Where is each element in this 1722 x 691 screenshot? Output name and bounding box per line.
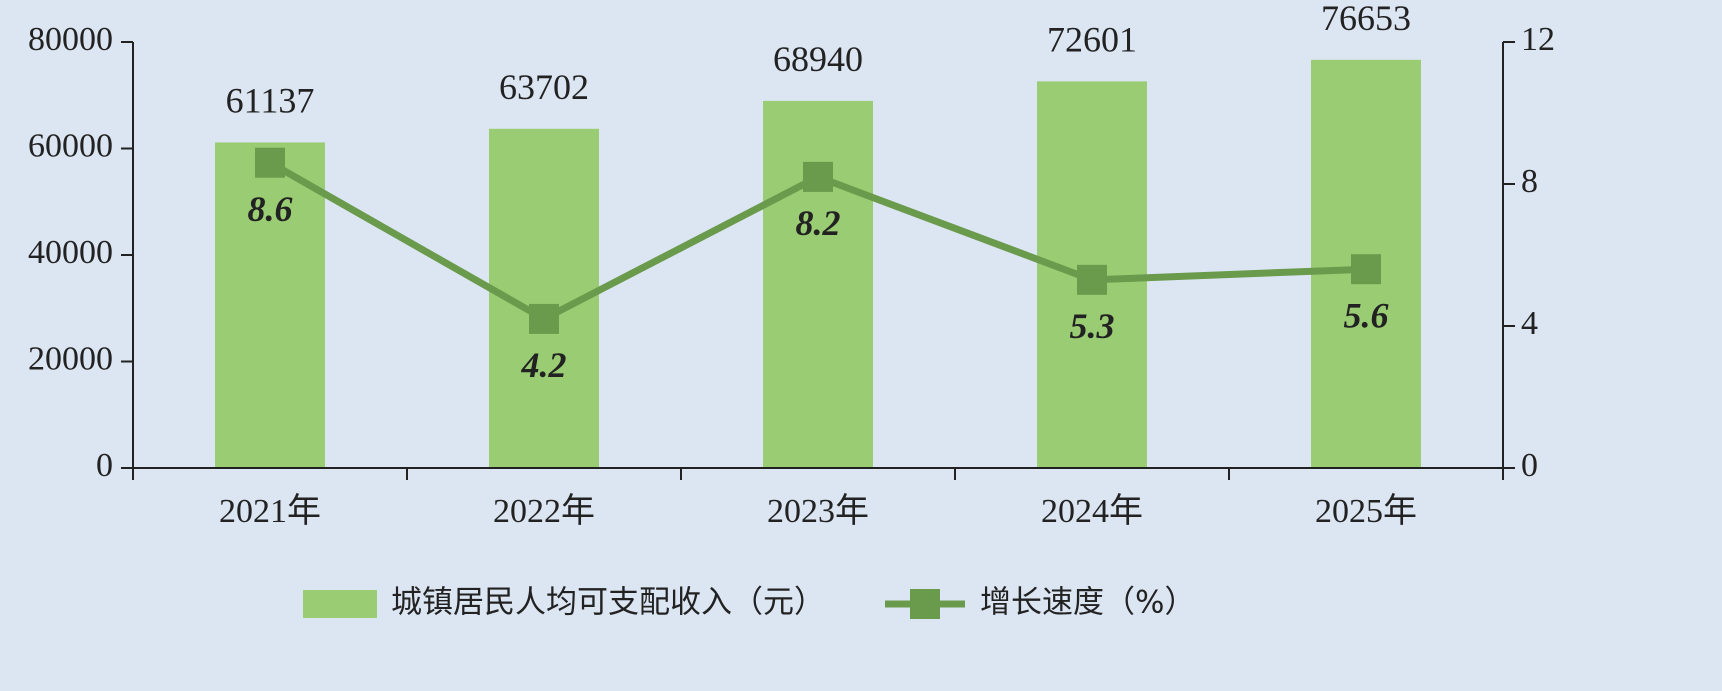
x-tick-label: 2025年 [1315,492,1417,530]
line-marker [1351,254,1381,285]
y-tick-label: 60000 [28,127,113,164]
bar-value-label: 72601 [1047,20,1137,60]
line-marker [1077,264,1107,295]
y-tick-label: 20000 [28,340,113,377]
y-tick-label: 80000 [28,21,113,58]
y2-tick-label: 0 [1521,447,1538,484]
bar-value-label: 63702 [499,67,589,107]
line-marker [803,161,833,192]
x-tick-label: 2023年 [767,492,869,530]
legend-swatch [303,590,377,618]
line-value-label: 8.6 [248,189,293,229]
bar [215,142,325,468]
legend-label: 增长速度（%） [980,585,1195,621]
legend-label: 城镇居民人均可支配收入（元） [391,585,825,621]
x-tick-label: 2022年 [493,492,595,530]
y-tick-label: 0 [96,447,113,484]
bar-value-label: 61137 [226,81,315,121]
bar [763,100,873,468]
y-tick-label: 40000 [28,234,113,271]
line-value-label: 5.6 [1344,295,1389,335]
legend-swatch [910,589,940,619]
y2-tick-label: 12 [1521,21,1555,58]
bar-value-label: 68940 [773,39,863,79]
line-value-label: 4.2 [521,345,567,385]
line-value-label: 8.2 [796,203,841,243]
line-marker [529,303,559,334]
y2-tick-label: 4 [1521,305,1538,342]
y2-tick-label: 8 [1521,163,1538,200]
x-tick-label: 2024年 [1041,492,1143,530]
x-tick-label: 2021年 [219,492,321,530]
line-marker [255,147,285,178]
line-value-label: 5.3 [1070,306,1115,346]
bar-value-label: 76653 [1321,0,1411,38]
